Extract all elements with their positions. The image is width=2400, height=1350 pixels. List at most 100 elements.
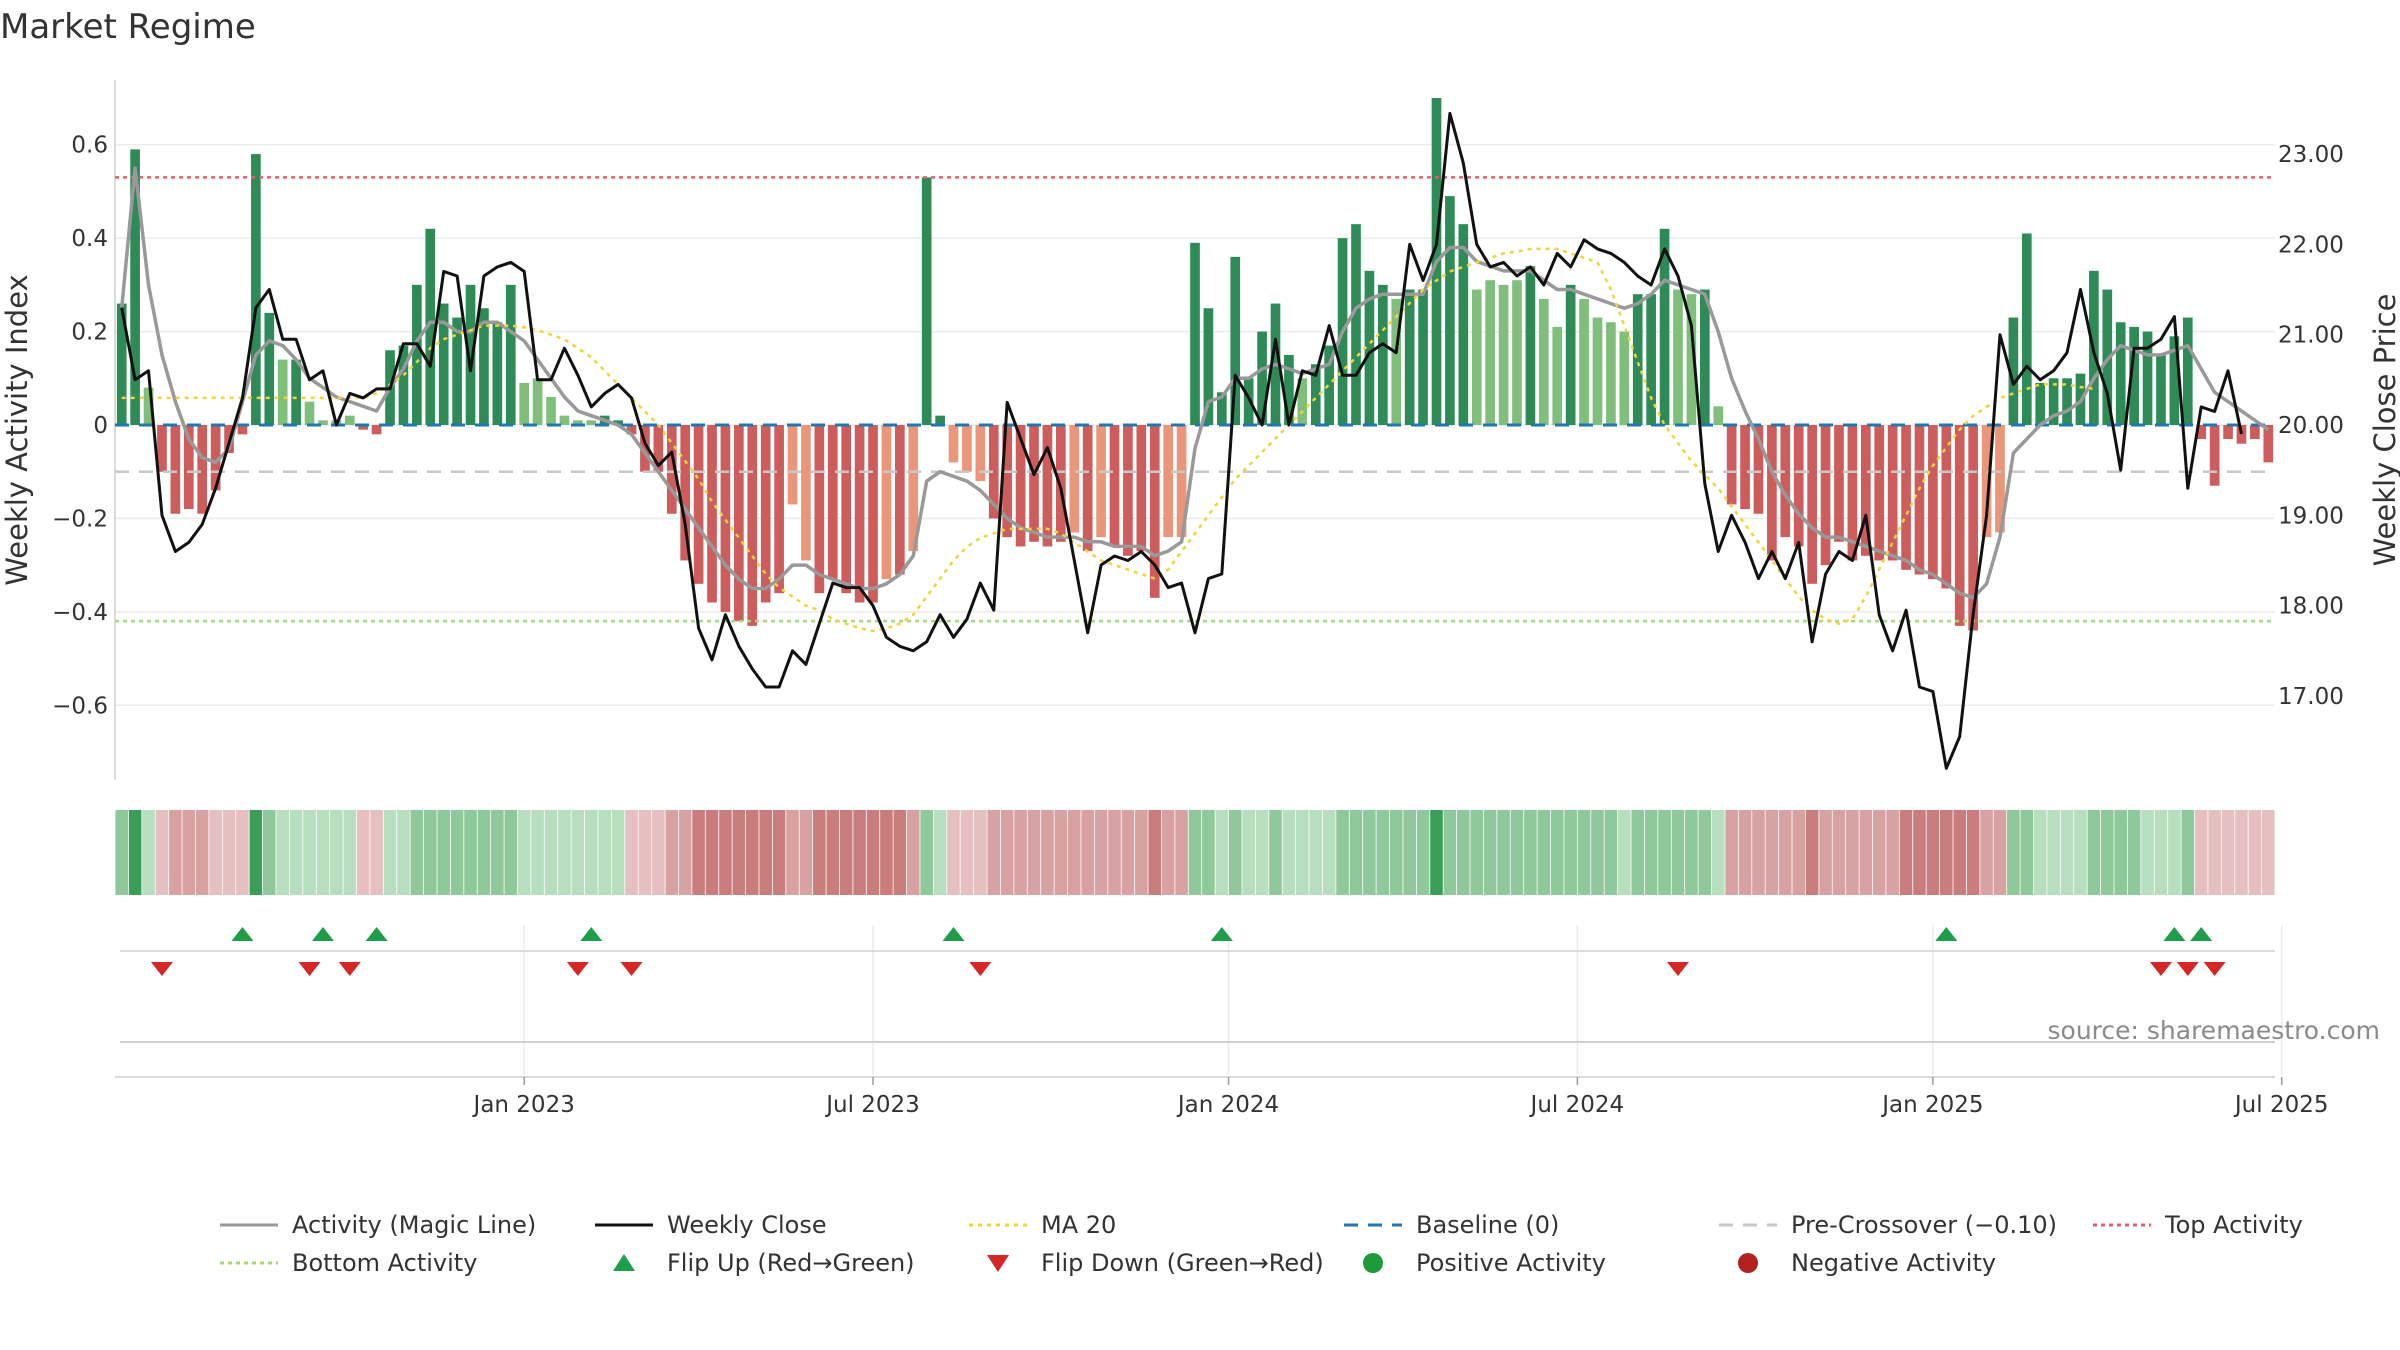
regime-strip-cell: [1711, 810, 1725, 895]
activity-bar: [505, 284, 516, 425]
activity-bar: [1807, 425, 1817, 584]
regime-strip-cell: [289, 810, 303, 895]
activity-bar: [197, 425, 208, 514]
regime-strip-cell: [1846, 810, 1859, 895]
activity-bar: [2209, 425, 2220, 486]
regime-strip-cell: [880, 810, 893, 895]
regime-strip-cell: [1269, 810, 1282, 895]
regime-strip-cell: [745, 810, 759, 895]
regime-strip-cell: [1913, 810, 1926, 895]
y-right-tick-label: 19.00: [2278, 503, 2344, 529]
activity-bar: [1646, 294, 1656, 425]
activity-bar: [1257, 331, 1267, 425]
regime-strip-cell: [2114, 810, 2128, 895]
activity-bar: [1324, 345, 1334, 425]
regime-strip-cell: [1255, 810, 1269, 895]
activity-bar: [720, 425, 731, 612]
regime-strip-cell: [1215, 810, 1229, 895]
activity-bar: [492, 322, 503, 425]
activity-bar: [1579, 298, 1589, 425]
activity-bar: [358, 425, 369, 430]
activity-bar: [921, 177, 932, 425]
activity-bar: [251, 154, 261, 425]
legend-label: MA 20: [1041, 1211, 1116, 1239]
regime-strip-cell: [1416, 810, 1430, 895]
activity-bar: [948, 425, 959, 463]
activity-bar: [412, 284, 422, 425]
regime-strip-cell: [2047, 810, 2060, 895]
legend-label: Activity (Magic Line): [292, 1211, 536, 1239]
regime-strip-cell: [276, 810, 290, 895]
flip-down-marker: [566, 962, 589, 976]
regime-strip-cell: [1457, 810, 1470, 895]
regime-strip-cell: [1859, 810, 1873, 895]
activity-bar: [935, 415, 945, 425]
regime-strip-cell: [1148, 810, 1162, 895]
activity-bar: [801, 425, 811, 561]
regime-strip-cell: [115, 810, 129, 895]
activity-bar: [438, 303, 449, 425]
activity-bar: [1619, 331, 1630, 425]
activity-bar: [1673, 289, 1683, 425]
regime-strip-cell: [638, 810, 652, 895]
regime-strip-cell: [1202, 810, 1215, 895]
regime-strip-cell: [330, 810, 343, 895]
magic-line: [119, 166, 2270, 600]
regime-strip-cell: [383, 810, 397, 895]
activity-bar: [1123, 425, 1133, 556]
regime-strip-cell: [1604, 810, 1618, 895]
regime-strip-cell: [249, 810, 263, 895]
activity-bar: [1136, 425, 1147, 552]
activity-bar: [854, 425, 865, 603]
flip-down-marker: [150, 962, 173, 976]
regime-strip-cell: [2127, 810, 2141, 895]
page-title: Market Regime: [0, 7, 256, 47]
regime-strip-cell: [262, 810, 276, 895]
x-tick-label: Jul 2024: [1529, 1092, 1625, 1118]
regime-strip-cell: [960, 810, 974, 895]
flip-up-marker: [1210, 927, 1233, 941]
regime-strip-cell: [343, 810, 357, 895]
legend-item: Flip Up (Red→Green): [613, 1249, 915, 1277]
regime-strip-cell: [209, 810, 222, 895]
activity-bar: [1914, 425, 1925, 575]
activity-bar: [264, 312, 275, 425]
regime-strip-cell: [853, 810, 866, 895]
activity-bar: [183, 425, 194, 510]
activity-bar: [2156, 354, 2166, 425]
activity-bar: [640, 425, 650, 472]
flip-down-marker: [2176, 962, 2199, 976]
regime-strip-cell: [1470, 810, 1484, 895]
regime-strip-cell: [1497, 810, 1510, 895]
activity-bar: [170, 425, 181, 514]
regime-strip-cell: [2208, 810, 2221, 895]
activity-bar: [693, 425, 704, 584]
regime-strip-cell: [1188, 810, 1202, 895]
regime-strip-cell: [1081, 810, 1094, 895]
flip-up-marker: [2163, 927, 2186, 941]
y-right-tick-label: 18.00: [2278, 594, 2344, 620]
regime-strip-cell: [222, 810, 236, 895]
x-tick-label: Jan 2024: [1176, 1092, 1279, 1118]
regime-strip-cell: [464, 810, 477, 895]
x-axis: Jan 2023 Jul 2023 Jan 2024 Jul 2024 Jan 2025…: [115, 1076, 2329, 1118]
regime-strip-cell: [558, 810, 571, 895]
regime-strip-cell: [678, 810, 692, 895]
main-plot: 0.6 0.4 0.2 0 −0.2 −0.4 −0.6 23.00 22.00 21.00 20.…: [52, 80, 2344, 780]
regime-strip-cell: [732, 810, 746, 895]
regime-strip-cell: [2194, 810, 2208, 895]
regime-strip-cell: [1953, 810, 1967, 895]
regime-strip-cell: [1658, 810, 1671, 895]
regime-strip-cell: [1000, 810, 1014, 895]
y-left-tick-label: 0.2: [71, 320, 108, 346]
regime-strip-cell: [370, 810, 383, 895]
regime-strip-cell: [652, 810, 665, 895]
regime-strip-cell: [1980, 810, 1993, 895]
activity-bar: [2182, 317, 2193, 425]
regime-strip-cell: [1752, 810, 1765, 895]
activity-bar: [841, 425, 852, 594]
regime-strip-cell: [933, 810, 947, 895]
activity-bar: [452, 317, 462, 425]
y-right-tick-label: 17.00: [2278, 684, 2344, 710]
regime-strip-cell: [786, 810, 799, 895]
